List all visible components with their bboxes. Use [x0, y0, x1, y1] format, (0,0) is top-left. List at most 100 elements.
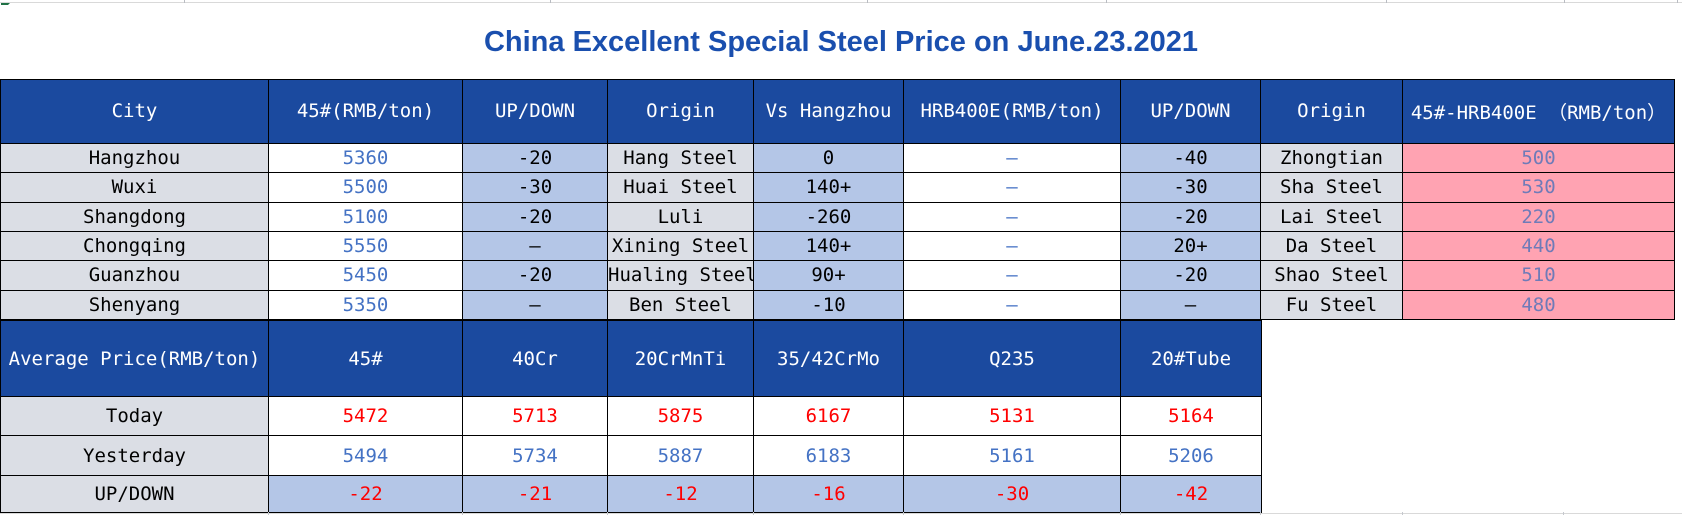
column-header-vs-hangzhou[interactable]: Vs Hangzhou [753, 79, 904, 144]
cell-today-value[interactable]: 5472 [268, 396, 463, 436]
cell-city[interactable]: Shenyang [0, 289, 269, 321]
cell-origin-1[interactable]: Luli [607, 201, 754, 232]
cell-city[interactable]: Shangdong [0, 201, 269, 232]
cell-today-value[interactable]: 5875 [607, 396, 754, 436]
cell-updown-1[interactable]: -20 [462, 201, 608, 232]
cell-updown-2[interactable]: – [1120, 289, 1261, 321]
cell-yesterday-value[interactable]: 5206 [1120, 435, 1262, 476]
cell-updown-value[interactable]: -16 [753, 475, 904, 513]
cell-diff[interactable]: 480 [1402, 289, 1675, 321]
grade-header-40cr[interactable]: 40Cr [462, 320, 608, 397]
gridline-tick [1120, 512, 1121, 515]
cell-updown-1[interactable]: – [462, 289, 608, 321]
gridline-tick [607, 512, 608, 515]
column-header-updown-2[interactable]: UP/DOWN [1120, 79, 1261, 144]
cell-hrb400e[interactable]: – [903, 289, 1121, 321]
cell-origin-1[interactable]: Hualing Steel [607, 260, 754, 291]
page-title[interactable]: China Excellent Special Steel Price on J… [483, 25, 1199, 58]
column-header-city[interactable]: City [0, 79, 269, 144]
cell-origin-2[interactable]: Sha Steel [1260, 172, 1403, 203]
cell-vs-hangzhou[interactable]: -10 [753, 289, 904, 321]
cell-45-price[interactable]: 5500 [268, 172, 463, 203]
cell-diff[interactable]: 510 [1402, 260, 1675, 291]
cell-updown-value[interactable]: -30 [903, 475, 1121, 513]
grade-header-q235[interactable]: Q235 [903, 320, 1121, 397]
cell-origin-1[interactable]: Ben Steel [607, 289, 754, 321]
cell-vs-hangzhou[interactable]: -260 [753, 201, 904, 232]
grade-header-45[interactable]: 45# [268, 320, 463, 397]
cell-updown-1[interactable]: -30 [462, 172, 608, 203]
cell-yesterday-value[interactable]: 5494 [268, 435, 463, 476]
column-header-hrb400e[interactable]: HRB400E(RMB/ton) [903, 79, 1121, 144]
grade-header-20tube[interactable]: 20#Tube [1120, 320, 1262, 397]
cell-origin-2[interactable]: Shao Steel [1260, 260, 1403, 291]
average-header-row: Average Price(RMB/ton) 45# 40Cr 20CrMnTi… [0, 320, 1262, 397]
cell-origin-2[interactable]: Lai Steel [1260, 201, 1403, 232]
cell-45-price[interactable]: 5450 [268, 260, 463, 291]
row-label-yesterday[interactable]: Yesterday [0, 435, 269, 476]
cell-updown-2[interactable]: -20 [1120, 201, 1261, 232]
cell-yesterday-value[interactable]: 5734 [462, 435, 608, 476]
cell-city[interactable]: Hangzhou [0, 142, 269, 174]
cell-hrb400e[interactable]: – [903, 172, 1121, 203]
cell-hrb400e[interactable]: – [903, 201, 1121, 232]
cell-diff[interactable]: 500 [1402, 142, 1675, 174]
average-price-label[interactable]: Average Price(RMB/ton) [0, 320, 269, 397]
cell-origin-2[interactable]: Da Steel [1260, 230, 1403, 262]
cell-updown-value[interactable]: -21 [462, 475, 608, 513]
cell-45-price[interactable]: 5550 [268, 230, 463, 262]
cell-vs-hangzhou[interactable]: 140+ [753, 172, 904, 203]
cell-origin-2[interactable]: Fu Steel [1260, 289, 1403, 321]
cell-45-price[interactable]: 5350 [268, 289, 463, 321]
cell-updown-1[interactable]: -20 [462, 142, 608, 174]
cell-45-price[interactable]: 5360 [268, 142, 463, 174]
yesterday-row: Yesterday 5494 5734 5887 6183 5161 5206 [0, 435, 1262, 476]
cell-updown-2[interactable]: -40 [1120, 142, 1261, 174]
cell-today-value[interactable]: 5164 [1120, 396, 1262, 436]
cell-yesterday-value[interactable]: 5161 [903, 435, 1121, 476]
cell-hrb400e[interactable]: – [903, 260, 1121, 291]
cell-origin-1[interactable]: Hang Steel [607, 142, 754, 174]
cell-45-price[interactable]: 5100 [268, 201, 463, 232]
cell-updown-value[interactable]: -12 [607, 475, 754, 513]
cell-diff[interactable]: 220 [1402, 201, 1675, 232]
row-label-today[interactable]: Today [0, 396, 269, 436]
column-header-origin-1[interactable]: Origin [607, 79, 754, 144]
column-header-updown-1[interactable]: UP/DOWN [462, 79, 608, 144]
grade-header-20crmnti[interactable]: 20CrMnTi [607, 320, 754, 397]
cell-origin-2[interactable]: Zhongtian [1260, 142, 1403, 174]
cell-hrb400e[interactable]: – [903, 142, 1121, 174]
cell-today-value[interactable]: 5713 [462, 396, 608, 436]
table-row: Shenyang 5350 – Ben Steel -10 – – Fu Ste… [0, 289, 1675, 321]
cell-vs-hangzhou[interactable]: 0 [753, 142, 904, 174]
cell-origin-1[interactable]: Huai Steel [607, 172, 754, 203]
cell-yesterday-value[interactable]: 6183 [753, 435, 904, 476]
column-header-origin-2[interactable]: Origin [1260, 79, 1403, 144]
cell-updown-1[interactable]: -20 [462, 260, 608, 291]
average-price-table: Average Price(RMB/ton) 45# 40Cr 20CrMnTi… [0, 320, 1262, 513]
grade-header-3542crmo[interactable]: 35/42CrMo [753, 320, 904, 397]
cell-vs-hangzhou[interactable]: 90+ [753, 260, 904, 291]
cell-city[interactable]: Guanzhou [0, 260, 269, 291]
cell-today-value[interactable]: 6167 [753, 396, 904, 436]
cell-updown-value[interactable]: -42 [1120, 475, 1262, 513]
cell-updown-2[interactable]: -30 [1120, 172, 1261, 203]
cell-updown-2[interactable]: -20 [1120, 260, 1261, 291]
cell-city[interactable]: Chongqing [0, 230, 269, 262]
cell-diff[interactable]: 440 [1402, 230, 1675, 262]
cell-vs-hangzhou[interactable]: 140+ [753, 230, 904, 262]
cell-diff[interactable]: 530 [1402, 172, 1675, 203]
cell-yesterday-value[interactable]: 5887 [607, 435, 754, 476]
column-header-diff[interactable]: 45#-HRB400E （RMB/ton） [1402, 79, 1675, 144]
cell-today-value[interactable]: 5131 [903, 396, 1121, 436]
cell-updown-value[interactable]: -22 [268, 475, 463, 513]
cell-hrb400e[interactable]: – [903, 230, 1121, 262]
cell-updown-2[interactable]: 20+ [1120, 230, 1261, 262]
row-label-updown[interactable]: UP/DOWN [0, 475, 269, 513]
column-header-45-price[interactable]: 45#(RMB/ton) [268, 79, 463, 144]
cell-city[interactable]: Wuxi [0, 172, 269, 203]
cell-updown-1[interactable]: – [462, 230, 608, 262]
gridline-tick [867, 0, 868, 3]
cell-origin-1[interactable]: Xining Steel [607, 230, 754, 262]
